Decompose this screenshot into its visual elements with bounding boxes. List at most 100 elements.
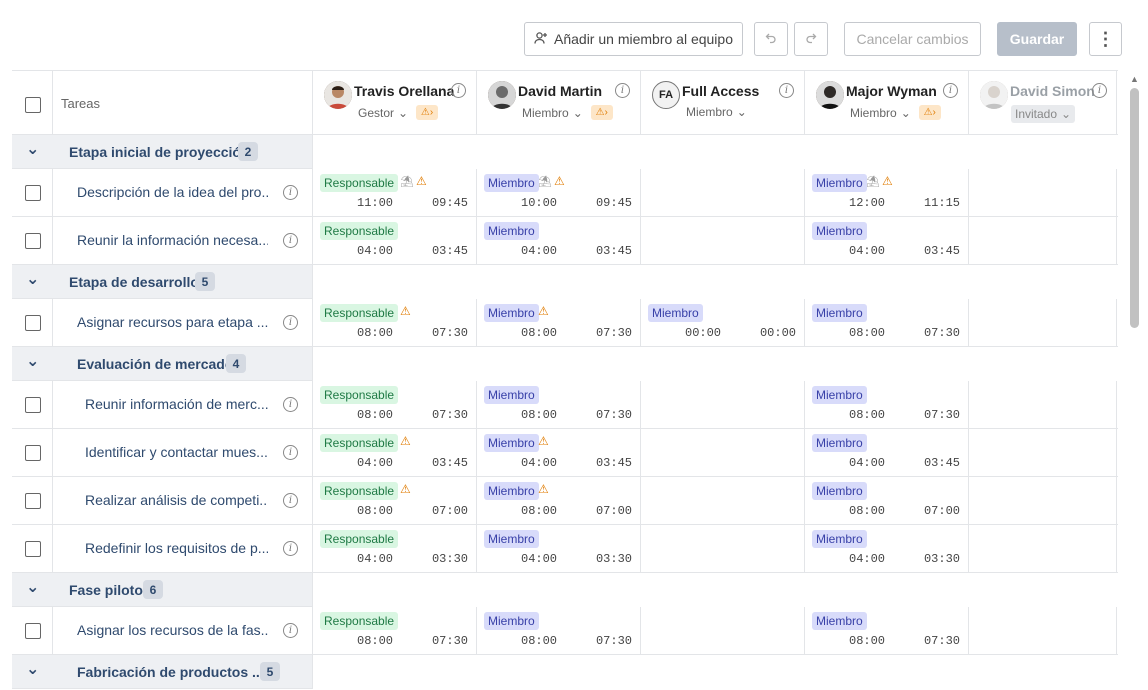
warning-badge[interactable]: ⚠› xyxy=(918,105,941,120)
add-member-button[interactable]: Añadir un miembro al equipo xyxy=(524,22,743,56)
info-icon[interactable]: i xyxy=(283,185,298,200)
member-tag[interactable]: Miembro xyxy=(812,434,867,452)
member-tag[interactable]: Miembro xyxy=(812,612,867,630)
row-checkbox[interactable] xyxy=(25,541,41,557)
assignment-cell[interactable]: Miembro 04:00 03:45 xyxy=(804,217,968,265)
member-tag[interactable]: Miembro xyxy=(812,530,867,548)
assignment-cell[interactable]: Responsable ⚠ 08:00 07:30 xyxy=(312,299,476,347)
task-name[interactable]: Asignar los recursos de la fas... xyxy=(77,622,268,638)
info-icon[interactable]: i xyxy=(943,83,958,98)
chevron-down-icon[interactable]: ⌄ xyxy=(26,141,40,158)
select-all-checkbox[interactable] xyxy=(25,97,41,113)
warning-badge[interactable]: ⚠› xyxy=(416,105,439,120)
assignment-cell[interactable]: Responsable ⛱ ⚠ 11:00 09:45 xyxy=(312,169,476,217)
member-tag[interactable]: Miembro xyxy=(484,434,539,452)
info-icon[interactable]: i xyxy=(283,493,298,508)
responsible-tag[interactable]: Responsable xyxy=(320,174,399,192)
member-tag[interactable]: Miembro xyxy=(484,482,539,500)
chevron-down-icon[interactable]: ⌄ xyxy=(26,579,40,596)
assignment-cell[interactable] xyxy=(968,525,1118,573)
responsible-tag[interactable]: Responsable xyxy=(320,482,399,500)
assignment-cell[interactable]: Miembro 08:00 07:30 xyxy=(804,607,968,655)
assignment-cell[interactable] xyxy=(640,169,804,217)
assignment-cell[interactable] xyxy=(968,607,1118,655)
responsible-tag[interactable]: Responsable xyxy=(320,222,399,240)
row-checkbox[interactable] xyxy=(25,233,41,249)
group-row[interactable]: ⌄ Fabricación de productos ... 5 xyxy=(12,655,1118,689)
member-tag[interactable]: Miembro xyxy=(484,304,539,322)
assignment-cell[interactable] xyxy=(968,381,1118,429)
info-icon[interactable]: i xyxy=(1092,83,1107,98)
assignment-cell[interactable] xyxy=(968,217,1118,265)
chevron-down-icon[interactable]: ⌄ xyxy=(26,271,40,288)
assignment-cell[interactable]: Miembro 04:00 03:45 xyxy=(804,429,968,477)
row-checkbox[interactable] xyxy=(25,493,41,509)
assignment-cell[interactable]: Miembro 04:00 03:45 xyxy=(476,217,640,265)
role-selector[interactable]: Invitado ⌄ xyxy=(1011,105,1076,123)
responsible-tag[interactable]: Responsable xyxy=(320,530,399,548)
role-selector[interactable]: Miembro ⌄ ⚠› xyxy=(850,105,941,120)
more-options-button[interactable]: ⋮ xyxy=(1089,22,1122,56)
save-button[interactable]: Guardar xyxy=(997,22,1077,56)
assignment-cell[interactable] xyxy=(968,169,1118,217)
member-tag[interactable]: Miembro xyxy=(484,530,539,548)
chevron-down-icon[interactable]: ⌄ xyxy=(26,661,40,678)
info-icon[interactable]: i xyxy=(451,83,466,98)
assignment-cell[interactable] xyxy=(640,429,804,477)
group-row[interactable]: ⌄ Fase piloto 6 xyxy=(12,573,1118,607)
info-icon[interactable]: i xyxy=(615,83,630,98)
role-selector[interactable]: Miembro ⌄ ⚠› xyxy=(522,105,613,120)
assignment-cell[interactable] xyxy=(968,477,1118,525)
assignment-cell[interactable]: Responsable 08:00 07:30 xyxy=(312,381,476,429)
group-row[interactable]: ⌄ Etapa de desarrollo 5 xyxy=(12,265,1118,299)
responsible-tag[interactable]: Responsable xyxy=(320,434,399,452)
member-tag[interactable]: Miembro xyxy=(812,222,867,240)
responsible-tag[interactable]: Responsable xyxy=(320,612,399,630)
assignment-cell[interactable]: Miembro ⚠ 08:00 07:00 xyxy=(476,477,640,525)
member-tag[interactable]: Miembro xyxy=(812,304,867,322)
member-tag[interactable]: Miembro xyxy=(812,482,867,500)
member-tag[interactable]: Miembro xyxy=(484,386,539,404)
assignment-cell[interactable]: Responsable ⚠ 04:00 03:45 xyxy=(312,429,476,477)
role-selector[interactable]: Gestor ⌄ ⚠› xyxy=(358,105,439,120)
assignment-cell[interactable] xyxy=(640,217,804,265)
info-icon[interactable]: i xyxy=(283,445,298,460)
row-checkbox[interactable] xyxy=(25,185,41,201)
task-name[interactable]: Reunir la información necesa... xyxy=(77,232,268,248)
info-icon[interactable]: i xyxy=(283,623,298,638)
redo-button[interactable] xyxy=(794,22,828,56)
assignment-cell[interactable]: Miembro ⚠ 04:00 03:45 xyxy=(476,429,640,477)
assignment-cell[interactable]: Miembro 00:00 00:00 xyxy=(640,299,804,347)
info-icon[interactable]: i xyxy=(779,83,794,98)
assignment-cell[interactable]: Miembro 08:00 07:30 xyxy=(476,607,640,655)
member-tag[interactable]: Miembro xyxy=(812,174,867,192)
group-row[interactable]: ⌄ Evaluación de mercado 4 xyxy=(12,347,1118,381)
assignment-cell[interactable]: Responsable 04:00 03:30 xyxy=(312,525,476,573)
assignment-cell[interactable]: Miembro ⛱ ⚠ 10:00 09:45 xyxy=(476,169,640,217)
scrollbar-thumb[interactable] xyxy=(1130,88,1139,328)
member-tag[interactable]: Miembro xyxy=(484,612,539,630)
info-icon[interactable]: i xyxy=(283,541,298,556)
task-name[interactable]: Descripción de la idea del pro... xyxy=(77,184,268,200)
assignment-cell[interactable]: Responsable 04:00 03:45 xyxy=(312,217,476,265)
row-checkbox[interactable] xyxy=(25,623,41,639)
role-selector[interactable]: Miembro ⌄ xyxy=(686,105,747,119)
undo-button[interactable] xyxy=(754,22,788,56)
row-checkbox[interactable] xyxy=(25,445,41,461)
task-name[interactable]: Asignar recursos para etapa ... xyxy=(77,314,268,330)
assignment-cell[interactable]: Miembro 04:00 03:30 xyxy=(804,525,968,573)
assignment-cell[interactable]: Miembro ⛱ ⚠ 12:00 11:15 xyxy=(804,169,968,217)
assignment-cell[interactable]: Miembro ⚠ 08:00 07:30 xyxy=(476,299,640,347)
assignment-cell[interactable]: Miembro 08:00 07:00 xyxy=(804,477,968,525)
responsible-tag[interactable]: Responsable xyxy=(320,304,399,322)
member-tag[interactable]: Miembro xyxy=(484,174,539,192)
member-tag[interactable]: Miembro xyxy=(484,222,539,240)
cancel-changes-button[interactable]: Cancelar cambios xyxy=(844,22,981,56)
assignment-cell[interactable] xyxy=(640,607,804,655)
info-icon[interactable]: i xyxy=(283,233,298,248)
row-checkbox[interactable] xyxy=(25,397,41,413)
responsible-tag[interactable]: Responsable xyxy=(320,386,399,404)
task-name[interactable]: Reunir información de merc... xyxy=(85,396,268,412)
assignment-cell[interactable] xyxy=(640,477,804,525)
scrollbar[interactable]: ▲ xyxy=(1126,70,1142,690)
